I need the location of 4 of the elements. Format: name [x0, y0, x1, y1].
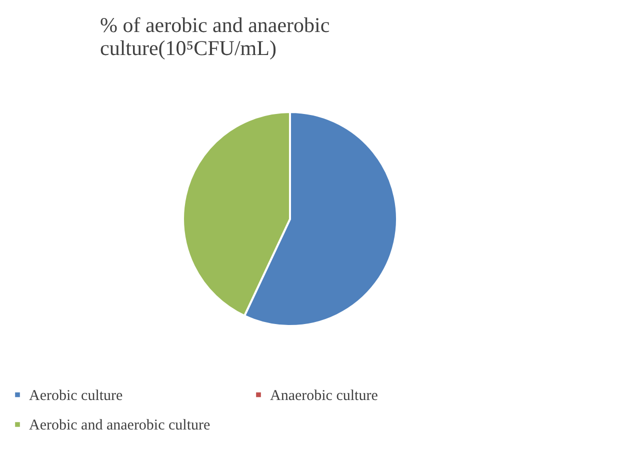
legend-label: Aerobic and anaerobic culture [29, 418, 210, 434]
chart-title: % of aerobic and anaerobic culture(10⁵CFU/mL) [100, 13, 330, 60]
legend-label: Aerobic culture [29, 388, 124, 404]
legend-label: Anaerobic culture [270, 388, 378, 404]
